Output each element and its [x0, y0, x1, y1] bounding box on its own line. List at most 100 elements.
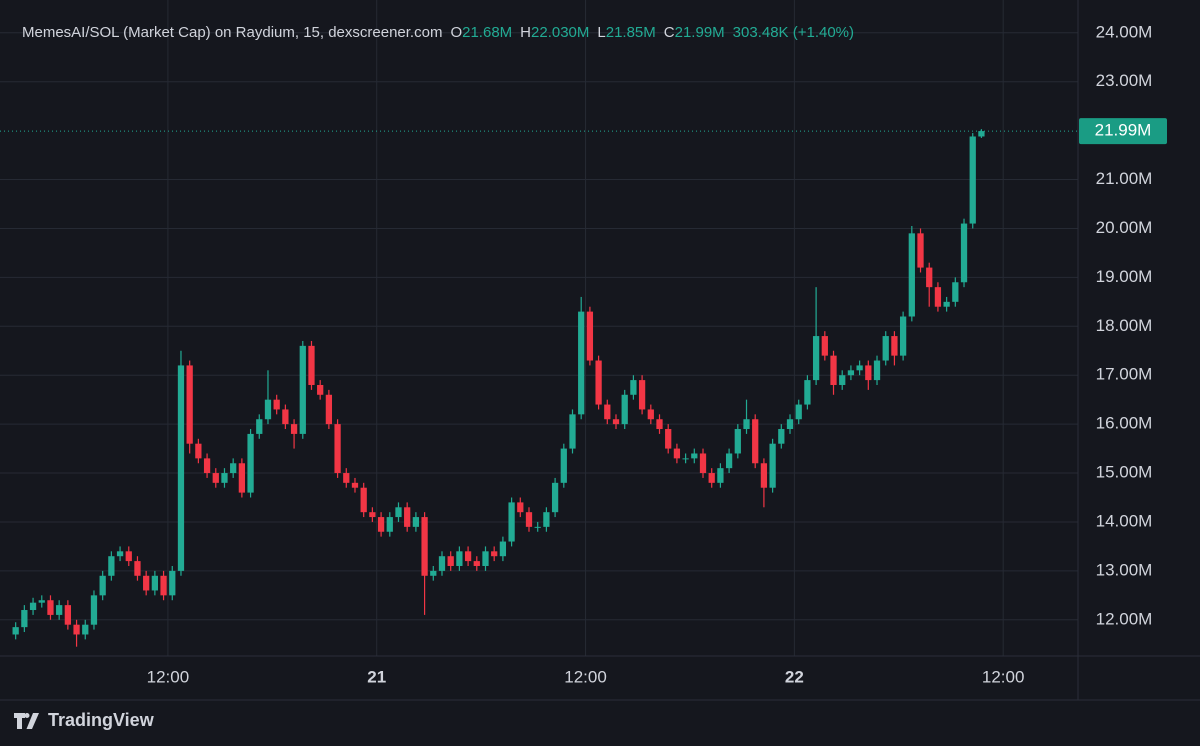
- ohlc-value: 21.68M: [462, 24, 513, 41]
- ohlc-key: H: [520, 24, 532, 41]
- y-tick-label: 21.00M: [1096, 169, 1153, 188]
- candle-body: [290, 424, 298, 434]
- candle-body: [491, 551, 498, 557]
- candle-body: [969, 136, 976, 224]
- candle-body: [160, 575, 167, 596]
- y-tick-label: 19.00M: [1096, 267, 1153, 286]
- candle-body: [508, 502, 515, 542]
- candle-body: [73, 624, 80, 635]
- candle-body: [456, 551, 463, 566]
- candle-body: [517, 502, 524, 513]
- candle-body: [812, 336, 820, 381]
- candle-body: [430, 570, 437, 576]
- y-tick-label: 23.00M: [1096, 71, 1153, 90]
- candle-body: [64, 605, 71, 625]
- candle-body: [569, 414, 576, 449]
- y-tick-label: 12.00M: [1096, 609, 1153, 628]
- candle-body: [830, 355, 837, 385]
- candle-body: [839, 375, 846, 385]
- candle-body: [203, 458, 211, 474]
- candle-body: [856, 365, 863, 371]
- legend-header: MemesAI/SOL (Market Cap) on Raydium, 15,…: [22, 24, 854, 41]
- candle-body: [99, 575, 106, 596]
- plot-background: [0, 0, 1200, 700]
- candle-body: [412, 517, 420, 527]
- candle-body: [369, 512, 376, 518]
- candle-body: [230, 463, 237, 474]
- candle-body: [308, 345, 315, 385]
- candle-body: [195, 443, 202, 459]
- candle-body: [29, 602, 37, 611]
- candle-body: [899, 316, 907, 356]
- brand-name: TradingView: [48, 710, 154, 730]
- candle-body: [630, 380, 637, 395]
- candle-body: [795, 404, 802, 420]
- candle-body: [926, 267, 933, 288]
- candle-body: [717, 468, 724, 483]
- y-tick-label: 17.00M: [1096, 365, 1153, 384]
- candle-body: [256, 419, 263, 434]
- candle-body: [612, 419, 620, 425]
- candle-body: [90, 595, 98, 625]
- candle-body: [343, 473, 350, 483]
- candle-body: [169, 570, 176, 596]
- candle-body: [595, 360, 602, 405]
- candle-body: [151, 575, 159, 591]
- candle-body: [325, 394, 333, 425]
- ohlc-value: 21.99M: [674, 24, 725, 41]
- price-change: 303.48K (+1.40%): [732, 24, 855, 41]
- candle-body: [395, 507, 402, 518]
- candle-body: [743, 419, 750, 430]
- brand: TradingView: [14, 710, 154, 731]
- candle-body: [752, 419, 759, 464]
- y-tick-label: 20.00M: [1096, 218, 1153, 237]
- candle-body: [865, 365, 872, 381]
- candle-body: [804, 380, 811, 405]
- candle-body: [934, 287, 942, 307]
- candle-body: [647, 409, 654, 420]
- candle-body: [125, 551, 132, 562]
- candle-body: [238, 463, 246, 493]
- brand-logo: [14, 712, 39, 729]
- candle-body: [47, 600, 54, 615]
- candle-body: [725, 453, 733, 469]
- y-tick-label: 14.00M: [1096, 511, 1153, 530]
- candle-body: [621, 394, 628, 425]
- ohlc-values: O21.68M H22.030M L21.85M C21.99M: [442, 24, 724, 41]
- candle-body: [21, 610, 28, 628]
- candle-body: [543, 512, 550, 527]
- x-tick-label: 12:00: [982, 667, 1025, 686]
- candle-body: [578, 311, 585, 415]
- candle-body: [908, 233, 915, 317]
- candle-body: [134, 561, 141, 576]
- candle-body: [525, 512, 533, 527]
- candle-body: [82, 624, 89, 635]
- x-tick-label: 22: [785, 667, 804, 686]
- candle-body: [586, 311, 594, 361]
- candle-body: [12, 627, 19, 635]
- candle-body: [264, 399, 272, 420]
- candle-body: [247, 433, 254, 493]
- candle-body: [638, 380, 646, 410]
- candle-body: [560, 448, 567, 483]
- candle-body: [317, 384, 324, 395]
- candle-body: [656, 419, 663, 430]
- candle-body: [108, 556, 115, 576]
- ohlc-key: L: [597, 24, 606, 41]
- candle-body: [847, 370, 855, 376]
- candle-body: [960, 223, 968, 283]
- candle-body: [882, 336, 889, 361]
- candle-body: [673, 448, 681, 459]
- candle-body: [778, 429, 785, 444]
- candle-body: [143, 575, 150, 591]
- candle-body: [360, 487, 367, 513]
- candle-body: [708, 473, 715, 483]
- candle-body: [447, 556, 454, 566]
- y-tick-label: 16.00M: [1096, 414, 1153, 433]
- candle-body: [734, 429, 741, 454]
- candle-body: [482, 551, 489, 566]
- x-tick-label: 21: [367, 667, 386, 686]
- candle-body: [351, 482, 359, 488]
